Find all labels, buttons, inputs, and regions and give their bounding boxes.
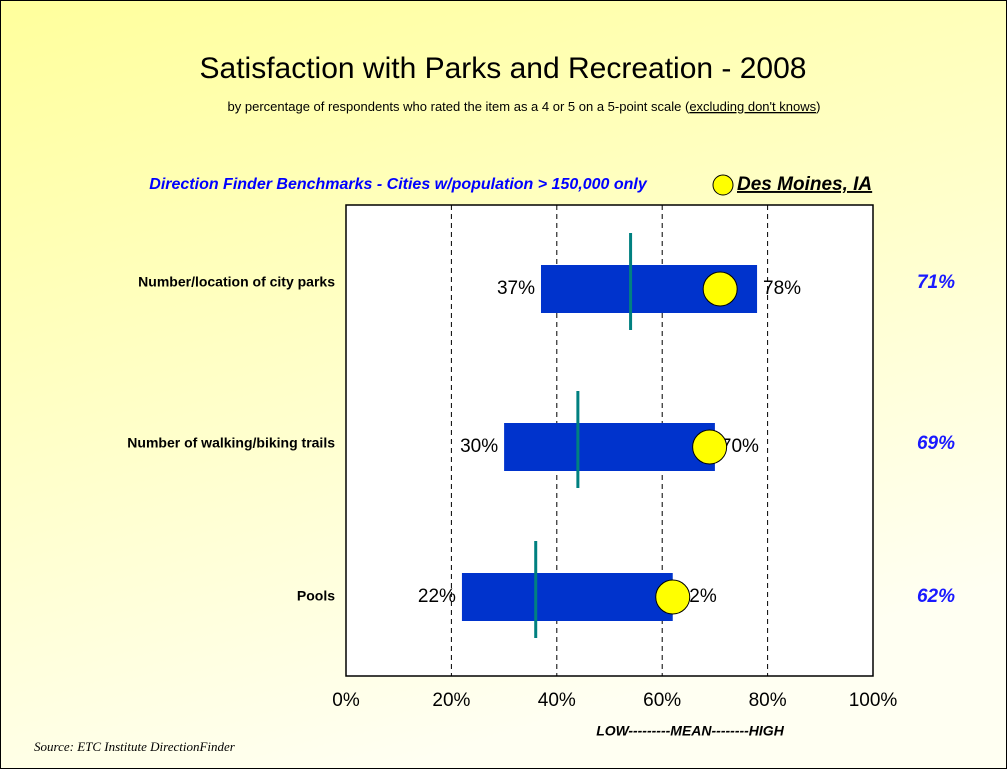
benchmark-label: Direction Finder Benchmarks - Cities w/p… xyxy=(149,176,648,193)
x-tick-label: 60% xyxy=(643,690,681,711)
range-bar xyxy=(461,573,673,621)
high-label: 78% xyxy=(763,278,801,299)
x-tick-label: 100% xyxy=(849,690,898,711)
subtitle-text: ) xyxy=(816,99,820,114)
subtitle: by percentage of respondents who rated t… xyxy=(228,99,821,114)
low-label: 30% xyxy=(460,436,498,457)
city-value-label: 62% xyxy=(917,586,955,607)
city-value-label: 69% xyxy=(917,433,955,454)
low-label: 22% xyxy=(418,586,456,607)
x-tick-label: 20% xyxy=(432,690,470,711)
low-label: 37% xyxy=(497,278,535,299)
city-marker xyxy=(692,429,728,465)
x-tick-label: 80% xyxy=(749,690,787,711)
x-tick-label: 40% xyxy=(538,690,576,711)
category-label: Number/location of city parks xyxy=(138,274,335,290)
city-marker xyxy=(655,579,691,615)
source: Source: ETC Institute DirectionFinder xyxy=(34,739,236,754)
city-marker xyxy=(702,271,738,307)
high-label: 70% xyxy=(721,436,759,457)
city-value-label: 71% xyxy=(917,272,955,293)
x-tick-label: 0% xyxy=(332,690,360,711)
chart-title: Satisfaction with Parks and Recreation -… xyxy=(200,52,807,85)
category-label: Number of walking/biking trails xyxy=(127,435,335,451)
category-label: Pools xyxy=(297,588,335,604)
legend-label: Des Moines, IA xyxy=(737,174,872,195)
subtitle-note: excluding don't knows xyxy=(689,99,816,114)
legend-marker xyxy=(712,174,734,196)
subtitle-text: by percentage of respondents who rated t… xyxy=(228,99,690,114)
x-axis-label: LOW---------MEAN--------HIGH xyxy=(596,723,785,739)
range-bar xyxy=(504,423,715,471)
